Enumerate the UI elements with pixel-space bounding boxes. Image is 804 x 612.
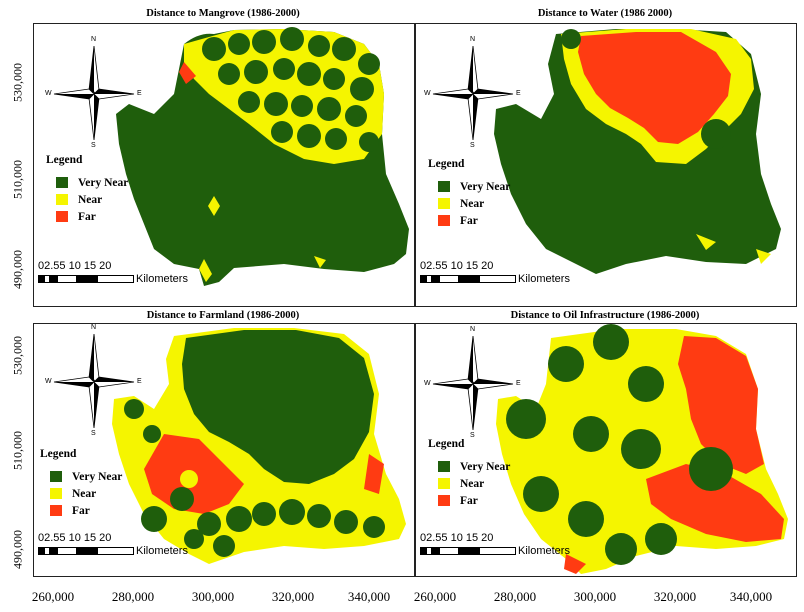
legend-label: Near bbox=[72, 487, 97, 500]
legend-label: Very Near bbox=[78, 176, 129, 189]
x-tick-label: 280,000 bbox=[111, 589, 155, 604]
scale-numbers: 02.55 10 15 20 bbox=[420, 532, 494, 544]
scale-unit: Kilometers bbox=[136, 545, 188, 557]
compass-n: N bbox=[470, 326, 476, 333]
compass-e: E bbox=[516, 90, 521, 97]
x-tick-label: 340,000 bbox=[729, 589, 773, 604]
legend-item-very-near: Very Near bbox=[438, 178, 510, 195]
compass-s: S bbox=[470, 432, 475, 439]
compass-rose-icon bbox=[53, 333, 135, 429]
compass-w: W bbox=[424, 380, 431, 387]
y-tick-label: 530,000 bbox=[10, 63, 25, 102]
scale-bar: 02.55 10 15 20 Kilometers bbox=[420, 532, 570, 557]
compass-e: E bbox=[516, 380, 521, 387]
legend-label: Near bbox=[460, 197, 485, 210]
legend-label: Near bbox=[78, 193, 103, 206]
legend-item-very-near: Very Near bbox=[56, 174, 128, 191]
compass-w: W bbox=[424, 90, 431, 97]
legend-label: Very Near bbox=[460, 180, 511, 193]
legend-title: Legend bbox=[428, 158, 465, 170]
scale-bar: 02.55 10 15 20 Kilometers bbox=[420, 260, 570, 285]
scale-numbers: 02.55 10 15 20 bbox=[420, 260, 494, 272]
map-oil-infrastructure bbox=[496, 324, 788, 574]
panel-title-farmland: Distance to Farmland (1986-2000) bbox=[146, 310, 300, 321]
compass-n: N bbox=[91, 36, 97, 43]
north-arrow: N S W E bbox=[45, 324, 142, 437]
map-panel-farmland: N S W E Legend Very Near Near Far 02.55 … bbox=[33, 323, 415, 577]
map-farmland bbox=[112, 328, 406, 564]
north-arrow: N S W E bbox=[45, 36, 142, 149]
legend-item-very-near: Very Near bbox=[50, 468, 122, 485]
legend-item-far: Far bbox=[50, 502, 122, 519]
map-water bbox=[494, 29, 781, 274]
panel-title-mangrove: Distance to Mangrove (1986-2000) bbox=[146, 8, 300, 19]
compass-rose-icon bbox=[53, 45, 135, 141]
legend: Legend Very Near Near Far bbox=[428, 438, 510, 509]
y-tick-label: 530,000 bbox=[10, 336, 25, 375]
x-tick-label: 320,000 bbox=[271, 589, 315, 604]
legend-label: Very Near bbox=[460, 460, 511, 473]
legend: Legend Very Near Near Far bbox=[46, 154, 128, 225]
map-panel-oil-infrastructure: N S W E Legend Very Near Near Far 02.55 … bbox=[415, 323, 797, 577]
scale-numbers: 02.55 10 15 20 bbox=[38, 532, 112, 544]
map-panel-mangrove: N S W E Legend Very Near Near Far 02.55 … bbox=[33, 23, 415, 307]
x-tick-label: 320,000 bbox=[653, 589, 697, 604]
legend-item-near: Near bbox=[438, 195, 510, 212]
y-tick-label: 510,000 bbox=[10, 431, 25, 470]
x-tick-label: 340,000 bbox=[347, 589, 391, 604]
scale-bar: 02.55 10 15 20 Kilometers bbox=[38, 532, 188, 557]
legend-title: Legend bbox=[40, 448, 77, 460]
x-tick-label: 260,000 bbox=[413, 589, 457, 604]
compass-s: S bbox=[91, 142, 96, 149]
legend-item-far: Far bbox=[56, 208, 128, 225]
map-mangrove bbox=[116, 27, 409, 286]
legend-title: Legend bbox=[428, 438, 465, 450]
legend-item-near: Near bbox=[56, 191, 128, 208]
legend-item-far: Far bbox=[438, 492, 510, 509]
legend: Legend Very Near Near Far bbox=[40, 448, 122, 519]
panel-title-oil-infrastructure: Distance to Oil Infrastructure (1986-200… bbox=[510, 310, 700, 321]
legend-title: Legend bbox=[46, 154, 83, 166]
legend-item-near: Near bbox=[50, 485, 122, 502]
legend-item-very-near: Very Near bbox=[438, 458, 510, 475]
legend-item-far: Far bbox=[438, 212, 510, 229]
compass-e: E bbox=[137, 378, 142, 385]
compass-n: N bbox=[470, 36, 476, 43]
compass-s: S bbox=[470, 142, 475, 149]
compass-rose-icon bbox=[432, 45, 514, 141]
legend-label: Far bbox=[460, 494, 478, 507]
legend: Legend Very Near Near Far bbox=[428, 158, 510, 229]
compass-w: W bbox=[45, 90, 52, 97]
scale-unit: Kilometers bbox=[518, 273, 570, 285]
y-tick-label: 490,000 bbox=[10, 250, 25, 289]
compass-n: N bbox=[91, 324, 97, 331]
compass-e: E bbox=[137, 90, 142, 97]
compass-rose-icon bbox=[432, 335, 514, 431]
scale-numbers: 02.55 10 15 20 bbox=[38, 260, 112, 272]
compass-s: S bbox=[91, 430, 96, 437]
y-tick-label: 490,000 bbox=[10, 530, 25, 569]
scale-unit: Kilometers bbox=[136, 273, 188, 285]
x-tick-label: 300,000 bbox=[191, 589, 235, 604]
north-arrow: N S W E bbox=[424, 326, 521, 439]
scale-unit: Kilometers bbox=[518, 545, 570, 557]
compass-w: W bbox=[45, 378, 52, 385]
legend-label: Far bbox=[72, 504, 90, 517]
y-tick-label: 510,000 bbox=[10, 160, 25, 199]
legend-label: Far bbox=[460, 214, 478, 227]
x-tick-label: 300,000 bbox=[573, 589, 617, 604]
legend-label: Near bbox=[460, 477, 485, 490]
scale-bar: 02.55 10 15 20 Kilometers bbox=[38, 260, 188, 285]
legend-label: Far bbox=[78, 210, 96, 223]
panel-title-water: Distance to Water (1986 2000) bbox=[537, 8, 673, 19]
north-arrow: N S W E bbox=[424, 36, 521, 149]
map-panel-water: N S W E Legend Very Near Near Far 02.55 … bbox=[415, 23, 797, 307]
x-tick-label: 260,000 bbox=[31, 589, 75, 604]
legend-item-near: Near bbox=[438, 475, 510, 492]
x-tick-label: 280,000 bbox=[493, 589, 537, 604]
legend-label: Very Near bbox=[72, 470, 123, 483]
